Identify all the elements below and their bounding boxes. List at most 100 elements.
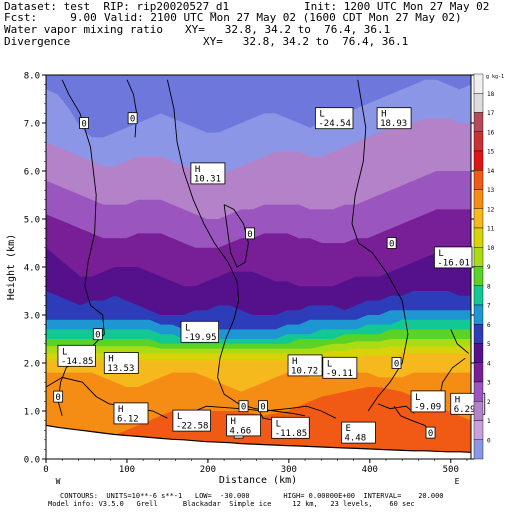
zero-contour-text: 0	[130, 115, 135, 125]
colorbar-level-label: 18	[487, 91, 495, 98]
extremum-label: H10.31	[190, 162, 226, 184]
extremum-value: 18.93	[380, 119, 407, 129]
extremum-label: H18.93	[376, 107, 412, 129]
zero-contour-label: 0	[127, 112, 138, 125]
colorbar-swatch	[473, 247, 484, 267]
zero-contour-text: 0	[389, 240, 394, 250]
colorbar-swatch	[473, 93, 484, 113]
colorbar-level-label: 17	[487, 110, 495, 117]
extremum-label: L-9.09	[410, 390, 446, 412]
colorbar-swatch	[473, 420, 484, 440]
zero-contour-label: 0	[79, 117, 89, 130]
east-end-label: E	[455, 477, 460, 486]
extremum-value: -9.11	[326, 369, 353, 379]
terrain-fill	[46, 425, 471, 459]
extremum-label: H13.53	[103, 352, 139, 374]
extremum-label: L-9.11	[322, 356, 358, 379]
extremum-value: -19.95	[184, 333, 217, 343]
y-axis-label: Height (km)	[6, 234, 17, 300]
colorbar-level-label: 7	[487, 303, 491, 310]
extremum-value: -9.09	[414, 402, 441, 412]
x-tick-label: 400	[362, 465, 378, 475]
extremum-label: L-14.85	[57, 344, 96, 367]
extremum-value: -16.01	[437, 258, 470, 268]
extremum-letter: E	[345, 424, 350, 434]
extremum-label: L-22.58	[172, 409, 211, 432]
colorbar-swatch	[473, 208, 484, 229]
colorbar-level-label: 15	[487, 149, 495, 156]
extremum-value: -22.58	[176, 422, 209, 432]
y-tick-label: 6.0	[24, 168, 40, 178]
colorbar-swatch	[473, 304, 484, 325]
zero-contour-label: 0	[391, 357, 402, 370]
extremum-label: L-24.54	[314, 107, 354, 129]
colorbar-swatch	[473, 150, 484, 171]
colorbar-level-label: 5	[487, 341, 491, 348]
colorbar-swatch	[473, 343, 484, 363]
y-tick-label: 2.0	[24, 360, 40, 370]
colorbar-swatch	[473, 112, 484, 132]
extremum-value: 10.72	[291, 366, 318, 376]
colorbar-swatch	[473, 285, 484, 306]
divergence-contour-1	[126, 79, 138, 138]
y-tick-label: 3.0	[24, 312, 40, 322]
colorbar-swatch	[473, 73, 484, 94]
y-tick-label: 8.0	[24, 72, 40, 82]
extremum-letter: L	[415, 393, 420, 403]
extremum-letter: L	[327, 359, 332, 369]
colorbar-level-label: 12	[487, 206, 495, 213]
divergence-contour-2	[166, 79, 306, 417]
extremum-letter: H	[455, 395, 460, 405]
zero-contour-label: 0	[258, 400, 268, 413]
colorbar-swatch	[473, 266, 484, 286]
zero-contour-text: 0	[247, 230, 252, 240]
extremum-label: L-19.95	[180, 320, 220, 343]
forecast-time-label: Fcst: 9.00	[4, 11, 97, 24]
colorbar-swatch	[473, 381, 484, 402]
extremum-value: 4.48	[344, 434, 366, 444]
init-label: Init: 1200 UTC Mon 27 May 02	[304, 0, 490, 13]
zero-contour-text: 0	[260, 403, 265, 413]
colorbar-unit: g kg-1	[486, 74, 504, 80]
extremum-value: 6.12	[117, 414, 139, 424]
extremum-value: 10.31	[194, 174, 221, 184]
extremum-letter: H	[118, 405, 123, 415]
zero-contour-text: 0	[55, 393, 60, 403]
extremum-letter: H	[195, 165, 200, 175]
divergence-contour-3	[223, 204, 249, 268]
zero-contour-label: 0	[238, 400, 249, 413]
extremum-letter: L	[185, 323, 190, 333]
divergence-contour-0	[57, 79, 105, 416]
extremum-label: H6.12	[113, 402, 149, 424]
zero-contour-text: 0	[81, 120, 86, 130]
divergence-contour-4	[351, 79, 409, 412]
x-axis-label: Distance (km)	[219, 475, 297, 486]
extremum-label: H4.66	[226, 414, 261, 436]
model-info: Model info: V3.5.0 Grell Blackadar Simpl…	[48, 500, 415, 508]
y-tick-label: 4.0	[24, 264, 40, 274]
colorbar-swatch	[473, 439, 484, 460]
extremum-letter: L	[438, 249, 443, 259]
terrain-surface-line	[46, 424, 471, 453]
zero-contour-text: 0	[394, 360, 399, 370]
field2-xy: XY= 32.8, 34.2 to 76.4, 36.1	[203, 35, 409, 48]
colorbar-level-label: 13	[487, 187, 495, 194]
colorbar-swatch	[473, 131, 484, 152]
colorbar-level-label: 14	[487, 168, 495, 175]
extremum-value: 6.29	[454, 405, 476, 415]
zero-contour-label: 0	[386, 237, 397, 250]
dataset-label: Dataset: test RIP: rip20020527_d1	[4, 0, 230, 13]
colorbar-level-label: 6	[487, 322, 491, 329]
extremum-value: 4.66	[230, 426, 252, 436]
x-tick-label: 200	[200, 465, 216, 475]
zero-contour-label: 0	[245, 227, 255, 240]
contour-info: CONTOURS: UNITS=10**-6 s**-1 LOW= -30.00…	[60, 492, 444, 500]
zero-contour-label: 0	[425, 426, 436, 439]
zero-contour-label: 0	[53, 390, 64, 403]
y-tick-label: 1.0	[24, 408, 40, 418]
zero-contour-text: 0	[95, 331, 100, 341]
y-tick-label: 5.0	[24, 216, 40, 226]
colorbar-level-label: 9	[487, 264, 491, 271]
extremum-label: H10.72	[287, 354, 323, 376]
